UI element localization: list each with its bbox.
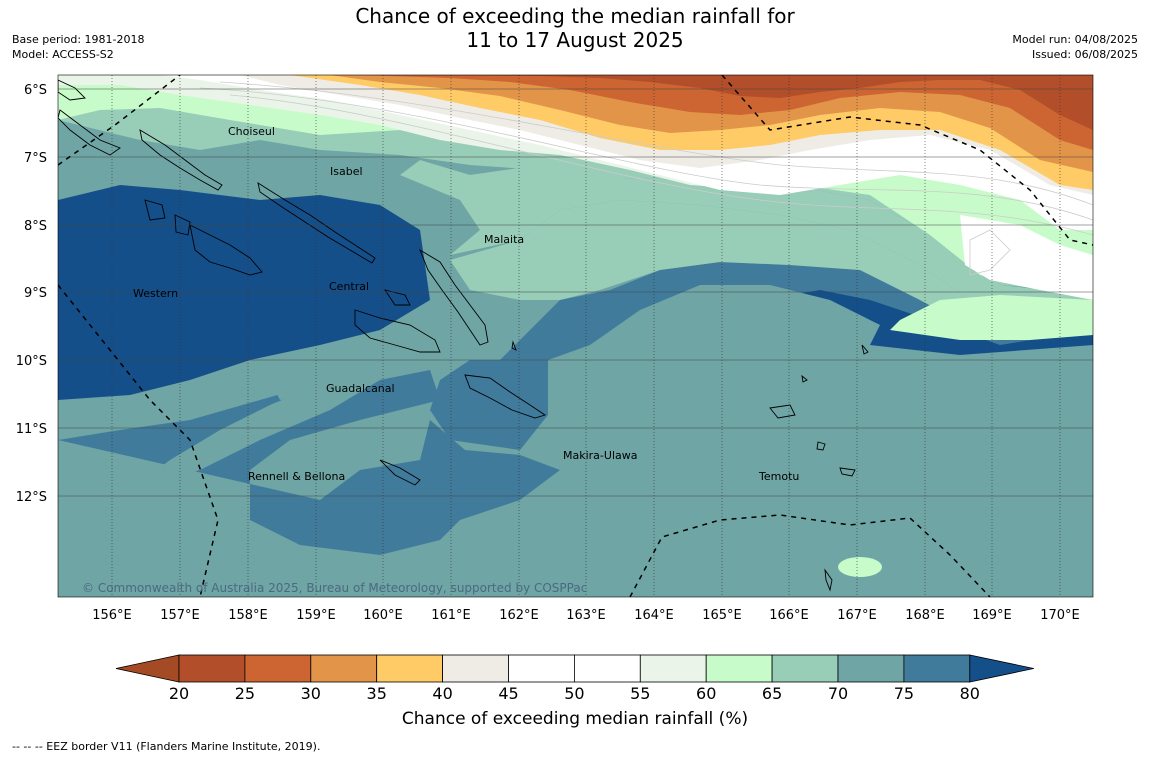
base-period: Base period: 1981-2018 bbox=[12, 33, 145, 46]
colorbar-tick-label: 55 bbox=[630, 684, 650, 700]
colorbar-box bbox=[639, 654, 707, 683]
lon-label-170: 170°E bbox=[1040, 608, 1080, 623]
colorbar-tick-label: 35 bbox=[367, 684, 387, 700]
region-makira-ulawa: Makira-Ulawa bbox=[563, 449, 637, 462]
lon-label-159: 159°E bbox=[296, 608, 336, 623]
colorbar-box bbox=[244, 654, 312, 683]
region-choiseul: Choiseul bbox=[228, 125, 275, 138]
lon-label-156: 156°E bbox=[92, 608, 132, 623]
colorbar-label: Chance of exceeding median rainfall (%) bbox=[401, 709, 749, 729]
colorbar-box bbox=[903, 654, 971, 683]
colorbar-box bbox=[574, 654, 641, 683]
colorbar-ticks: 20 25 30 35 40 45 50 55 60 65 70 75 80 bbox=[169, 684, 980, 700]
colorbar-extend-low bbox=[115, 654, 180, 683]
copyright-text: © Commonwealth of Australia 2025, Bureau… bbox=[82, 581, 587, 595]
colorbar-tick-label: 45 bbox=[498, 684, 518, 700]
contour-fields bbox=[58, 75, 1093, 597]
lat-label-10s: 10°S bbox=[16, 354, 47, 369]
rainfall-map: 6°S 7°S 8°S 9°S 10°S 11°S 12°S 156°E 157… bbox=[16, 74, 1094, 623]
colorbar-tick-label: 40 bbox=[432, 684, 452, 700]
region-rennell-bellona: Rennell & Bellona bbox=[248, 470, 345, 483]
lat-label-6s: 6°S bbox=[24, 83, 47, 98]
model-name: Model: ACCESS-S2 bbox=[12, 48, 114, 61]
chart-title: Chance of exceeding the median rainfall … bbox=[0, 4, 1150, 52]
title-line-1: Chance of exceeding the median rainfall … bbox=[355, 4, 795, 28]
lat-label-8s: 8°S bbox=[24, 219, 47, 234]
eez-note: -- -- -- EEZ border V11 (Flanders Marine… bbox=[12, 740, 321, 753]
islands bbox=[58, 79, 869, 592]
lon-label-160: 160°E bbox=[363, 608, 403, 623]
lon-label-162: 162°E bbox=[499, 608, 539, 623]
lon-label-165: 165°E bbox=[702, 608, 742, 623]
lat-label-9s: 9°S bbox=[24, 286, 47, 301]
lon-label-168: 168°E bbox=[905, 608, 945, 623]
lat-labels: 6°S 7°S 8°S 9°S 10°S 11°S 12°S bbox=[16, 83, 47, 505]
colorbar-tick-label: 25 bbox=[235, 684, 255, 700]
lon-label-169: 169°E bbox=[972, 608, 1012, 623]
model-run: Model run: 04/08/2025 bbox=[1012, 33, 1138, 46]
colorbar-box bbox=[771, 654, 839, 683]
region-western: Western bbox=[133, 287, 178, 300]
region-isabel: Isabel bbox=[330, 165, 363, 178]
issued-date: Issued: 06/08/2025 bbox=[1031, 48, 1138, 61]
colorbar-box bbox=[178, 654, 246, 683]
colorbar-tick-label: 75 bbox=[894, 684, 914, 700]
colorbar-extend-high bbox=[969, 654, 1034, 683]
colorbar-tick-label: 50 bbox=[564, 684, 584, 700]
meta-left: Base period: 1981-2018 Model: ACCESS-S2 bbox=[12, 32, 144, 62]
lon-label-163: 163°E bbox=[566, 608, 606, 623]
colorbar-tick-label: 70 bbox=[828, 684, 848, 700]
lon-label-158: 158°E bbox=[228, 608, 268, 623]
lat-label-12s: 12°S bbox=[16, 490, 47, 505]
lon-label-166: 166°E bbox=[769, 608, 809, 623]
graticule bbox=[111, 75, 1061, 597]
lat-label-7s: 7°S bbox=[24, 151, 47, 166]
colorbar-boxes bbox=[115, 654, 1034, 683]
colorbar-tick-label: 30 bbox=[301, 684, 321, 700]
lon-label-157: 157°E bbox=[160, 608, 200, 623]
colorbar-box bbox=[376, 654, 444, 683]
lon-label-161: 161°E bbox=[431, 608, 471, 623]
lon-labels: 156°E 157°E 158°E 159°E 160°E 161°E 162°… bbox=[92, 608, 1080, 623]
region-malaita: Malaita bbox=[484, 233, 524, 246]
region-temotu: Temotu bbox=[758, 470, 799, 483]
colorbar-box bbox=[837, 654, 905, 683]
colorbar-box bbox=[508, 654, 575, 683]
lat-lines bbox=[58, 88, 1093, 497]
colorbar: 20 25 30 35 40 45 50 55 60 65 70 75 80 bbox=[115, 654, 1034, 700]
lat-label-11s: 11°S bbox=[16, 422, 47, 437]
title-line-2: 11 to 17 August 2025 bbox=[466, 28, 684, 52]
colorbar-tick-label: 60 bbox=[696, 684, 716, 700]
lon-label-167: 167°E bbox=[837, 608, 877, 623]
meta-right: Model run: 04/08/2025 Issued: 06/08/2025 bbox=[1012, 32, 1138, 62]
colorbar-tick-label: 65 bbox=[762, 684, 782, 700]
colorbar-box bbox=[705, 654, 773, 683]
eez-border bbox=[58, 75, 1093, 597]
colorbar-tick-label: 20 bbox=[169, 684, 189, 700]
colorbar-box bbox=[310, 654, 378, 683]
lon-label-164: 164°E bbox=[634, 608, 674, 623]
region-guadalcanal: Guadalcanal bbox=[326, 382, 395, 395]
colorbar-box bbox=[442, 654, 509, 683]
region-central: Central bbox=[329, 280, 369, 293]
region-labels: Choiseul Isabel Malaita Western Central … bbox=[133, 125, 799, 483]
colorbar-tick-label: 80 bbox=[960, 684, 980, 700]
